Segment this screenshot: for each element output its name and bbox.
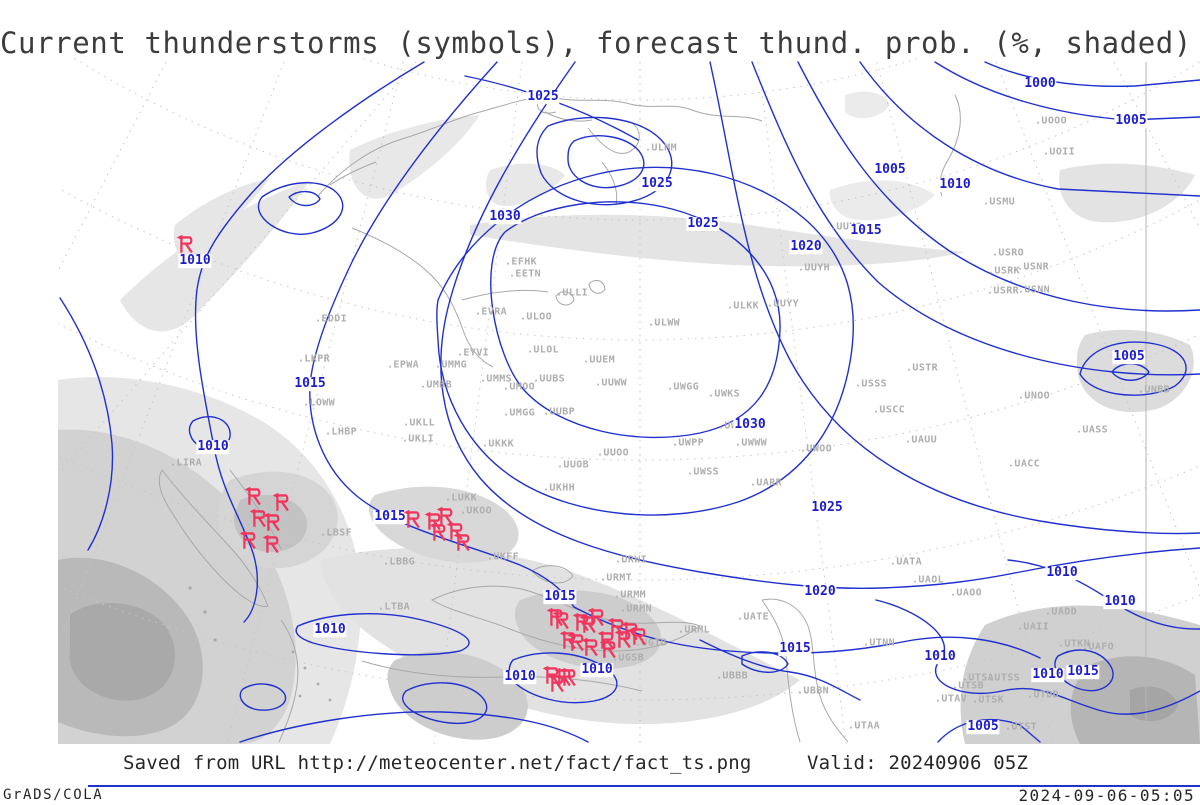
coastlines — [158, 62, 1147, 743]
isobars — [59, 61, 1200, 743]
valid-time-text: Valid: 20240906 05Z — [807, 752, 1029, 774]
saved-from-url-text: Saved from URL http://meteocenter.net/fa… — [123, 752, 752, 774]
page-title: Current thunderstorms (symbols), forecas… — [0, 26, 1192, 60]
probability-shading — [58, 91, 1200, 744]
island-specks — [188, 586, 332, 702]
bottom-divider-line — [88, 785, 1200, 787]
generation-timestamp: 2024-09-06-05:05 — [1018, 786, 1195, 805]
grads-credit-text: GrADS/COLA — [3, 787, 104, 803]
